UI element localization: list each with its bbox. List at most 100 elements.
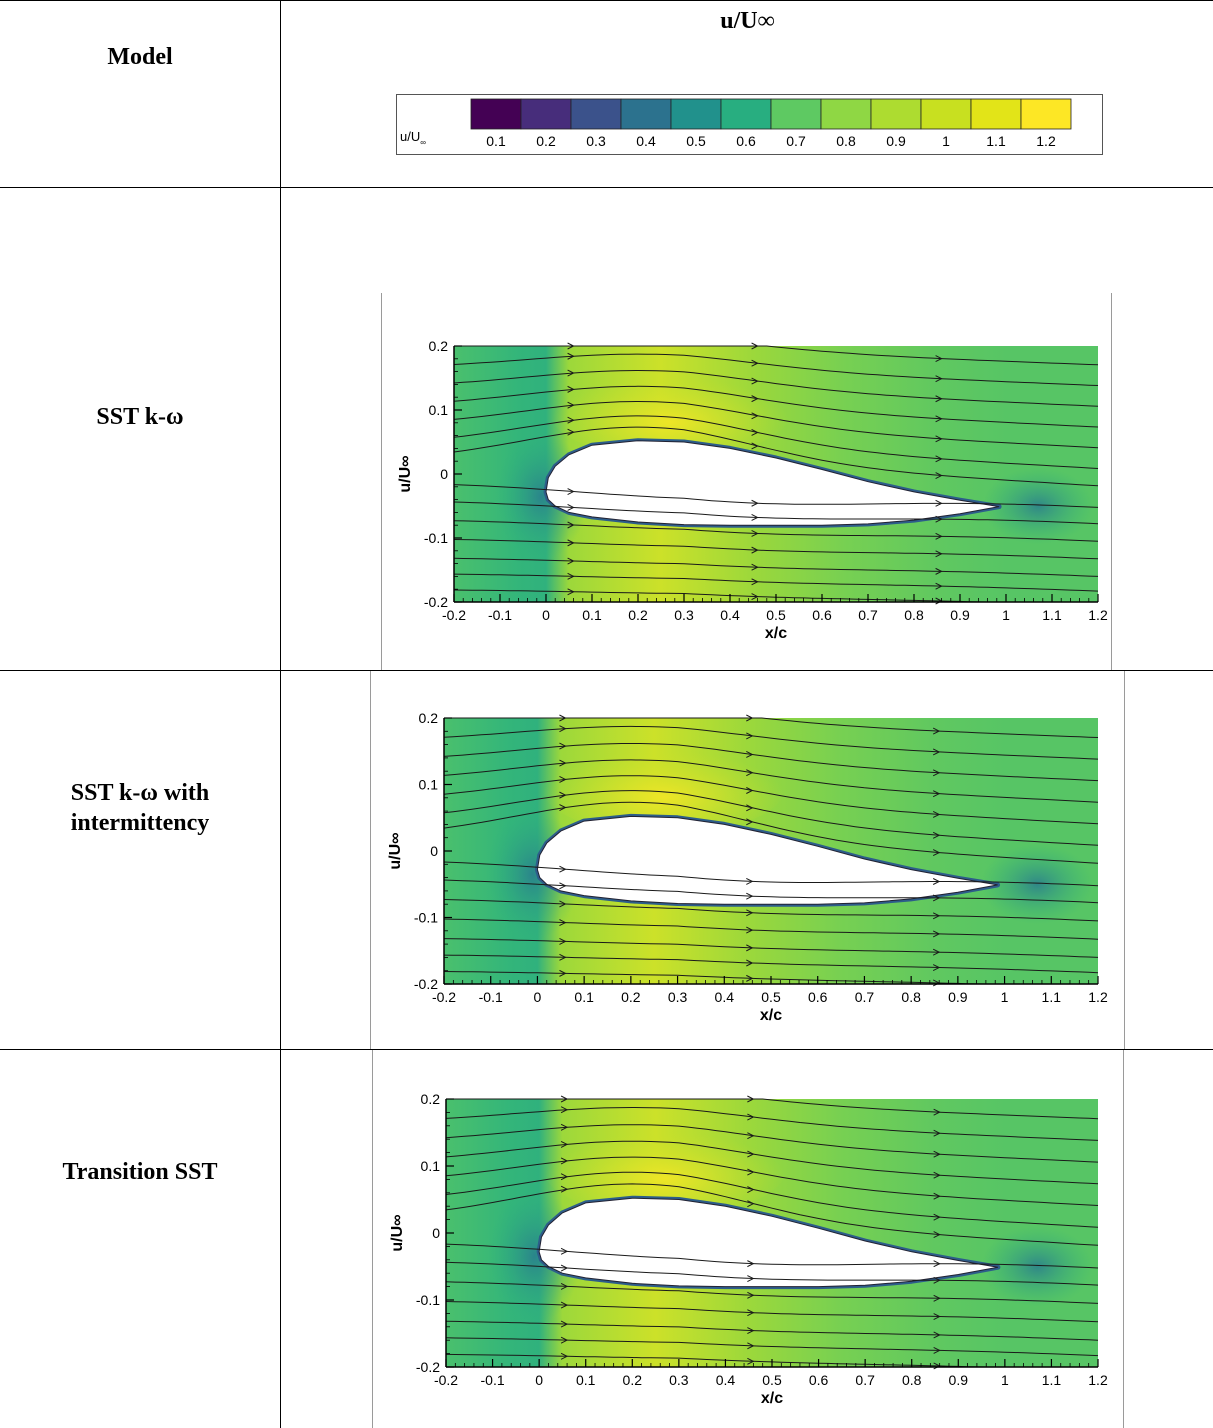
x-tick-label: 0.1 (574, 989, 594, 1005)
streamline-arrow (746, 959, 754, 967)
header-model: Model (107, 44, 173, 70)
streamline (453, 415, 1099, 469)
y-tick-label: 0 (440, 466, 448, 482)
streamline-arrow (747, 1095, 755, 1103)
streamline-arrow (560, 1336, 569, 1344)
streamline-arrow (747, 1200, 755, 1208)
wake-region (981, 844, 1094, 925)
streamline-arrow (746, 892, 754, 900)
colorbar-swatch (970, 98, 1022, 130)
y-tick-label: -0.1 (416, 1292, 440, 1308)
y-tick-label: 0.2 (429, 338, 449, 354)
streamline-arrow (751, 499, 759, 507)
colorbar-tick-label: 0.7 (786, 133, 806, 149)
streamline-arrow (933, 1313, 941, 1320)
streamlines (453, 342, 1099, 605)
streamline-arrow (935, 550, 943, 558)
streamlines (443, 714, 1099, 987)
streamline (443, 879, 1099, 904)
streamline-arrow (567, 504, 575, 511)
streamline-arrow (560, 1123, 569, 1131)
streamline (445, 1261, 1099, 1286)
streamline (443, 759, 1099, 803)
streamline-arrow (933, 1231, 941, 1239)
y-axis-label: u/U∞ (387, 832, 404, 869)
table-row-divider (0, 187, 1213, 188)
suction-peak-region (550, 368, 790, 458)
streamline (445, 1301, 1099, 1323)
x-tick-label: -0.1 (479, 989, 503, 1005)
streamline-arrow (932, 727, 941, 735)
colorbar-swatch (870, 98, 922, 130)
streamline-arrow (935, 435, 943, 443)
streamline-arrow (567, 521, 575, 529)
streamline-arrow (932, 790, 941, 798)
plot-frame-2 (370, 671, 1125, 1049)
streamline-arrow (560, 1157, 569, 1165)
x-tick-label: 0.1 (582, 607, 602, 623)
colorbar-swatch (670, 98, 722, 130)
streamline-arrow (567, 557, 575, 565)
x-tick-label: -0.1 (481, 1372, 505, 1388)
streamline-arrow (751, 514, 759, 521)
streamline-arrow (932, 849, 941, 857)
x-tick-label: 0.3 (668, 989, 688, 1005)
streamline-arrow (746, 732, 754, 740)
colorbar-swatch (470, 98, 522, 130)
streamline-arrow (751, 593, 759, 601)
x-tick-label: 0.7 (855, 989, 875, 1005)
streamline (446, 1098, 1099, 1120)
x-tick-label: 0.6 (809, 1372, 829, 1388)
streamline (453, 426, 1099, 487)
colorbar-tick-label: 0.2 (536, 133, 556, 149)
wake-region (981, 1226, 1094, 1307)
streamline-arrow (560, 1185, 569, 1193)
streamline-arrow (933, 1294, 941, 1302)
streamline-arrow (746, 877, 754, 885)
streamline (444, 717, 1099, 738)
colorbar-swatch (520, 98, 572, 130)
x-tick-label: 0.8 (901, 989, 921, 1005)
streamline-arrow (932, 964, 941, 971)
x-tick-label: 0.4 (715, 989, 735, 1005)
colorbar-tick-label: 1 (942, 133, 950, 149)
plot-frame-3 (372, 1050, 1124, 1428)
colorbar-tick-label: 1.1 (986, 133, 1006, 149)
x-tick-label: 1 (1002, 607, 1010, 623)
streamline-arrow (560, 1264, 569, 1272)
streamline (443, 938, 1099, 958)
streamline (443, 954, 1099, 974)
y-axis-label: u/U∞ (397, 455, 414, 492)
streamline-arrow (567, 572, 575, 580)
streamline-arrow (935, 455, 943, 463)
streamline (443, 790, 1099, 846)
colorbar-swatch (570, 98, 622, 130)
streamline-arrow (751, 546, 759, 554)
streamline-arrow (751, 429, 759, 436)
x-tick-label: 1 (1001, 989, 1009, 1005)
streamline (443, 775, 1099, 825)
y-tick-label: -0.2 (424, 594, 448, 610)
streamline-arrow (560, 1106, 569, 1114)
streamline-arrow (751, 442, 759, 450)
streamline-arrow (935, 472, 943, 479)
x-tick-label: 0.2 (623, 1372, 643, 1388)
streamline-arrow (933, 1276, 941, 1284)
streamline-arrow (567, 588, 575, 596)
streamline-arrow (935, 567, 943, 575)
colorbar-swatch (620, 98, 672, 130)
streamline-arrow (935, 415, 943, 423)
streamline-arrow (567, 488, 575, 495)
streamline-arrow (751, 412, 759, 420)
streamline-arrow (567, 352, 575, 360)
streamline (445, 1106, 1099, 1141)
streamline-arrow (746, 804, 754, 812)
x-tick-label: 0 (534, 989, 542, 1005)
streamline (445, 1243, 1099, 1269)
streamline (443, 743, 1099, 782)
y-tick-label: -0.1 (414, 910, 438, 926)
streamline (453, 385, 1099, 428)
streamline-arrow (746, 818, 754, 826)
streamline-arrow (567, 369, 575, 377)
streamline-arrow (559, 759, 567, 767)
